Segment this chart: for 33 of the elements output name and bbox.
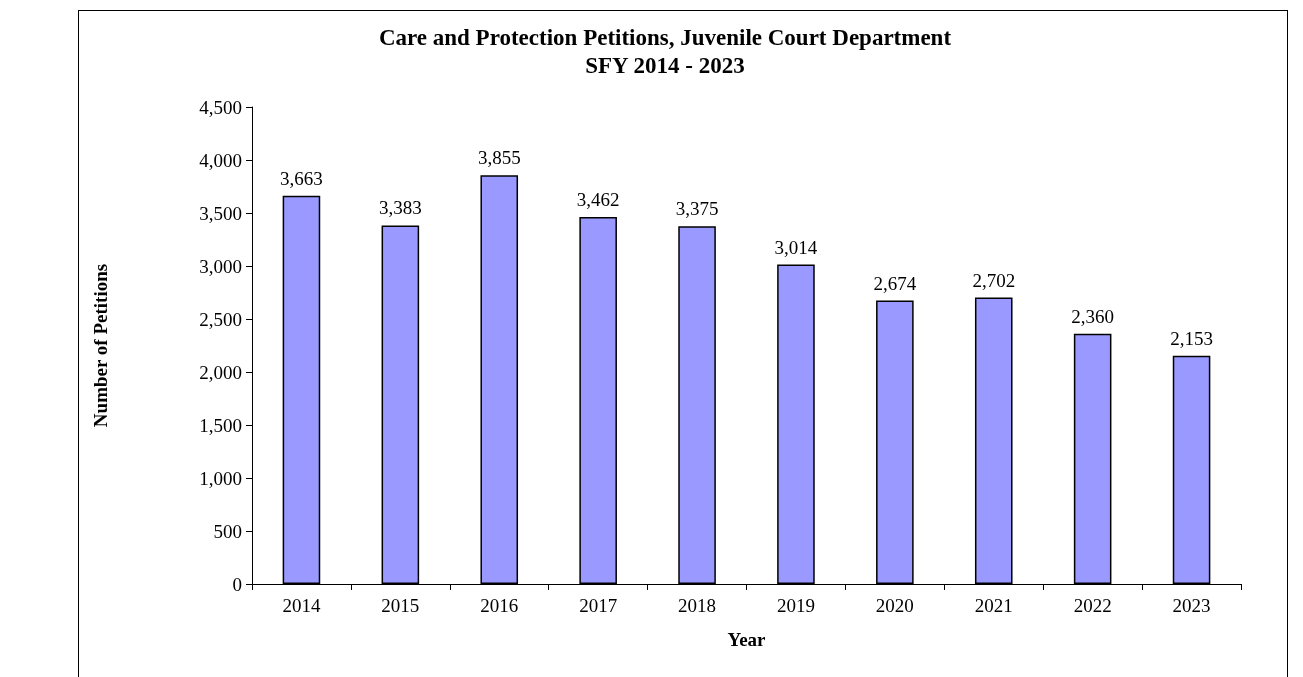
x-tick-label: 2020 bbox=[875, 595, 914, 616]
data-label: 3,383 bbox=[378, 197, 422, 219]
data-label: 2,360 bbox=[1071, 305, 1115, 327]
y-tick-label: 3,500 bbox=[199, 202, 242, 224]
data-label: 3,663 bbox=[280, 167, 323, 189]
y-tick-label: 4,500 bbox=[199, 96, 242, 118]
data-label: 3,462 bbox=[576, 189, 620, 211]
data-label: 2,702 bbox=[972, 269, 1016, 291]
x-tick-label: 2017 bbox=[579, 595, 618, 616]
x-tick-label: 2016 bbox=[480, 595, 519, 616]
data-label: 2,153 bbox=[1170, 327, 1213, 349]
y-tick-label: 3,000 bbox=[199, 255, 242, 277]
x-tick-label: 2022 bbox=[1073, 595, 1112, 616]
data-label: 3,014 bbox=[774, 236, 818, 258]
data-label: 3,375 bbox=[675, 198, 719, 220]
y-axis-title: Number of Petitions bbox=[90, 263, 111, 428]
x-tick-label: 2018 bbox=[678, 595, 717, 616]
chart-title: Care and Protection Petitions, Juvenile Court Department SFY 2014 - 2023 bbox=[378, 24, 952, 78]
y-tick-label: 2,500 bbox=[199, 308, 242, 330]
x-tick-label: 2015 bbox=[381, 595, 420, 616]
y-tick-label: 500 bbox=[213, 520, 242, 542]
y-tick-label: 2,000 bbox=[199, 361, 242, 383]
x-tick-label: 2021 bbox=[974, 595, 1013, 616]
x-tick-label: 2023 bbox=[1172, 595, 1211, 616]
y-tick-label: 4,000 bbox=[199, 149, 242, 171]
y-tick-label: 1,500 bbox=[199, 414, 242, 436]
data-label: 3,855 bbox=[477, 147, 521, 169]
x-tick-label: 2019 bbox=[776, 595, 815, 616]
x-tick-label: 2014 bbox=[282, 595, 321, 616]
y-tick-label: 0 bbox=[232, 573, 242, 595]
x-axis-title: Year bbox=[727, 629, 767, 650]
data-label: 2,674 bbox=[873, 272, 917, 294]
y-tick-label: 1,000 bbox=[199, 467, 242, 489]
